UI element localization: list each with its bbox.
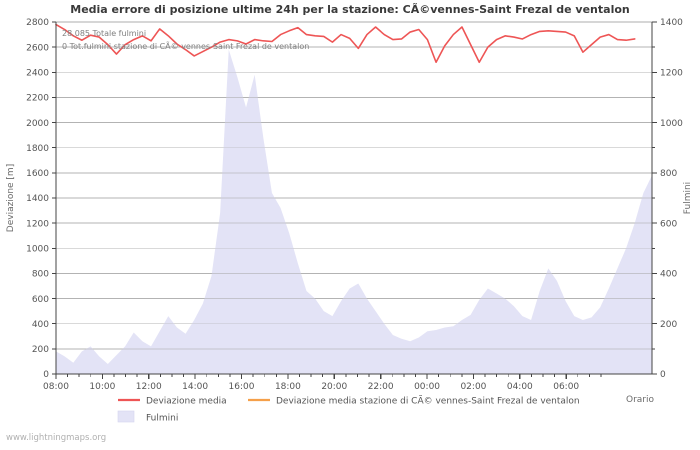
axis-tick-label-right: 400 bbox=[660, 270, 677, 280]
axis-tick-label-x: 06:00 bbox=[553, 382, 579, 392]
axis-tick-label-left: 800 bbox=[32, 270, 49, 280]
chart-plot-svg: 0200400600800100012001400160018002000220… bbox=[6, 18, 693, 424]
axis-tick-label-left: 0 bbox=[43, 370, 49, 380]
axis-tick-label-x: 04:00 bbox=[507, 382, 533, 392]
axis-tick-label-left: 1400 bbox=[26, 194, 49, 204]
axis-tick-label-left: 2200 bbox=[26, 94, 49, 104]
axis-tick-label-right: 1400 bbox=[660, 18, 683, 28]
chart-title: Media errore di posizione ultime 24h per… bbox=[70, 3, 630, 16]
series-area-fulmini bbox=[56, 49, 652, 374]
axis-tick-label-x: 02:00 bbox=[460, 382, 486, 392]
axis-tick-label-x: 22:00 bbox=[368, 382, 394, 392]
axis-tick-label-left: 2800 bbox=[26, 18, 49, 28]
axis-tick-label-x: 12:00 bbox=[136, 382, 162, 392]
axis-tick-label-x: 00:00 bbox=[414, 382, 440, 392]
legend-label-fulmini: Fulmini bbox=[146, 414, 178, 424]
series-line-deviazione-media bbox=[55, 23, 636, 64]
axis-title-x: Orario bbox=[626, 395, 655, 405]
axis-tick-label-right: 0 bbox=[660, 370, 666, 380]
axis-tick-label-x: 14:00 bbox=[182, 382, 208, 392]
axis-tick-label-left: 600 bbox=[32, 295, 49, 305]
legend-label-station: Deviazione media stazione di CÃ© vennes-… bbox=[276, 396, 580, 407]
annotation-station-fulmini: 0 Tot.fulmini stazione di CÃ© vennes-Sai… bbox=[62, 41, 309, 51]
axis-title-left: Deviazione [m] bbox=[6, 164, 16, 232]
axis-tick-label-left: 2400 bbox=[26, 68, 49, 78]
axis-tick-label-right: 600 bbox=[660, 219, 677, 229]
axis-tick-label-right: 1200 bbox=[660, 68, 683, 78]
axis-tick-label-x: 20:00 bbox=[321, 382, 347, 392]
axis-tick-label-left: 2000 bbox=[26, 119, 49, 129]
axis-tick-label-left: 1800 bbox=[26, 144, 49, 154]
annotation-total-fulmini: 28.085 Totale fulmini bbox=[62, 29, 146, 38]
axis-tick-label-left: 1200 bbox=[26, 219, 49, 229]
axis-tick-label-left: 1600 bbox=[26, 169, 49, 179]
axis-tick-label-right: 200 bbox=[660, 320, 677, 330]
axis-title-right: Fulmini bbox=[683, 182, 693, 214]
axis-tick-label-x: 10:00 bbox=[89, 382, 115, 392]
axis-tick-label-left: 200 bbox=[32, 345, 49, 355]
footer-url: www.lightningmaps.org bbox=[6, 433, 107, 443]
axis-tick-label-x: 08:00 bbox=[43, 382, 69, 392]
axis-tick-label-left: 2600 bbox=[26, 43, 49, 53]
axis-tick-label-left: 400 bbox=[32, 320, 49, 330]
legend-label-deviazione-media: Deviazione media bbox=[146, 397, 227, 407]
legend-marker-swatch-fulmini bbox=[117, 410, 135, 423]
axis-tick-label-x: 16:00 bbox=[229, 382, 255, 392]
axis-tick-label-left: 1000 bbox=[26, 244, 49, 254]
axis-tick-label-right: 1000 bbox=[660, 119, 683, 129]
axis-tick-label-right: 800 bbox=[660, 169, 677, 179]
axis-tick-label-x: 18:00 bbox=[275, 382, 301, 392]
